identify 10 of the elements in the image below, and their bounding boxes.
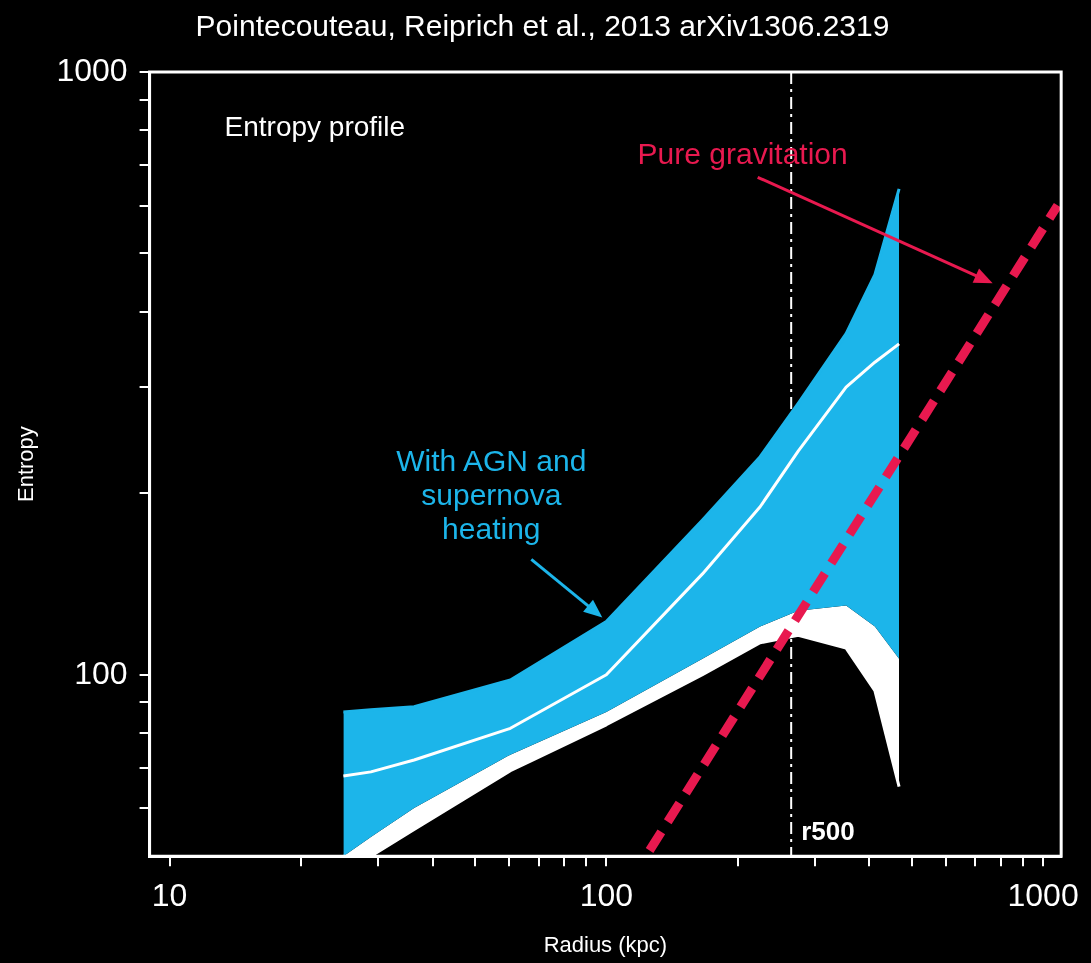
text: Pure gravitation xyxy=(637,136,848,170)
annotation: Entropy profile xyxy=(224,110,406,142)
chart-title: Pointecouteau, Reiprich et al., 2013 arXiv1306.2319 xyxy=(195,9,890,43)
text: With AGN and supernova heating xyxy=(396,443,587,545)
ref-line-label: r500 xyxy=(801,816,855,847)
x-tick-label: 100 xyxy=(579,877,634,914)
x-tick-label: 10 xyxy=(151,877,188,914)
x-tick-label: 1000 xyxy=(1007,877,1079,914)
y-axis-title: Entropy xyxy=(13,426,39,503)
x-axis-title: Radius (kpc) xyxy=(543,931,668,957)
